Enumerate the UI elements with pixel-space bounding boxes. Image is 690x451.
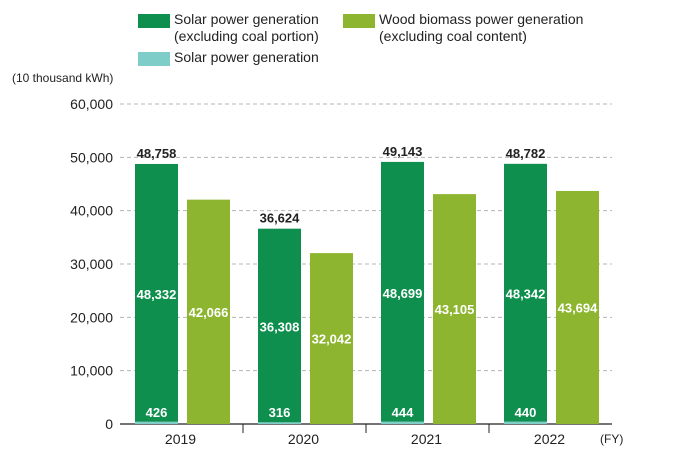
bar-solar	[135, 421, 178, 424]
legend-item-solar: Solar power generation	[138, 49, 319, 66]
x-tick-label: 2022	[534, 431, 565, 447]
x-tick-label: 2019	[165, 431, 196, 447]
data-label-solar: 444	[392, 405, 414, 420]
data-label-total: 48,782	[506, 146, 546, 161]
bar-wood-biomass	[433, 194, 476, 424]
data-label-total: 36,624	[260, 211, 301, 226]
y-tick-label: 20,000	[70, 309, 113, 325]
y-tick-label: 10,000	[70, 363, 113, 379]
bar-solar	[258, 422, 301, 424]
x-axis-label: (FY)	[600, 432, 623, 446]
legend: Solar power generation (excluding coal p…	[0, 0, 690, 70]
data-label-wood-biomass: 42,066	[189, 305, 229, 320]
bar-solar-excl-coal	[381, 161, 424, 422]
legend-label-wood-biomass: Wood biomass power generation (excluding…	[379, 11, 584, 44]
data-labels: 2019 426 48,332 42,066 48,758 2020 316 36,308 32…	[137, 144, 599, 447]
bar-wood-biomass	[187, 199, 230, 424]
data-label-total: 49,143	[383, 144, 423, 159]
data-label-solar-excl-coal: 36,308	[260, 319, 300, 334]
data-label-solar-excl-coal: 48,699	[383, 286, 423, 301]
y-tick-label: 50,000	[70, 149, 113, 165]
bar-solar-excl-coal	[504, 163, 547, 422]
bars	[135, 161, 599, 424]
y-tick-label: 0	[105, 416, 113, 432]
legend-swatch-solar	[138, 52, 170, 66]
x-tick-label: 2020	[288, 431, 319, 447]
data-label-wood-biomass: 43,694	[558, 300, 599, 315]
data-label-solar: 440	[515, 405, 537, 420]
bar-solar	[504, 421, 547, 424]
data-label-solar: 426	[146, 405, 168, 420]
legend-label-solar-excl-coal: Solar power generation (excluding coal p…	[174, 11, 319, 44]
bar-wood-biomass	[556, 190, 599, 424]
legend-item-solar-excl-coal: Solar power generation (excluding coal p…	[138, 11, 319, 45]
legend-swatch-wood-biomass	[343, 14, 375, 28]
legend-swatch-solar-excl-coal	[138, 14, 170, 28]
bar-solar-excl-coal	[135, 163, 178, 422]
y-axis-label: (10 thousand kWh)	[12, 71, 113, 85]
x-tick-label: 2021	[411, 431, 442, 447]
y-tick-label: 60,000	[70, 96, 113, 112]
y-tick-label: 40,000	[70, 203, 113, 219]
data-label-wood-biomass: 43,105	[435, 302, 475, 317]
data-label-solar: 316	[269, 405, 291, 420]
data-label-solar-excl-coal: 48,332	[137, 287, 177, 302]
bar-solar-excl-coal	[258, 228, 301, 423]
legend-item-wood-biomass: Wood biomass power generation (excluding…	[343, 11, 583, 45]
data-label-wood-biomass: 32,042	[312, 332, 352, 347]
bar-wood-biomass	[310, 253, 353, 424]
legend-label-solar: Solar power generation	[174, 49, 319, 65]
y-tick-label: 30,000	[70, 256, 113, 272]
data-label-total: 48,758	[137, 146, 177, 161]
bar-solar	[381, 421, 424, 424]
data-label-solar-excl-coal: 48,342	[506, 287, 546, 302]
